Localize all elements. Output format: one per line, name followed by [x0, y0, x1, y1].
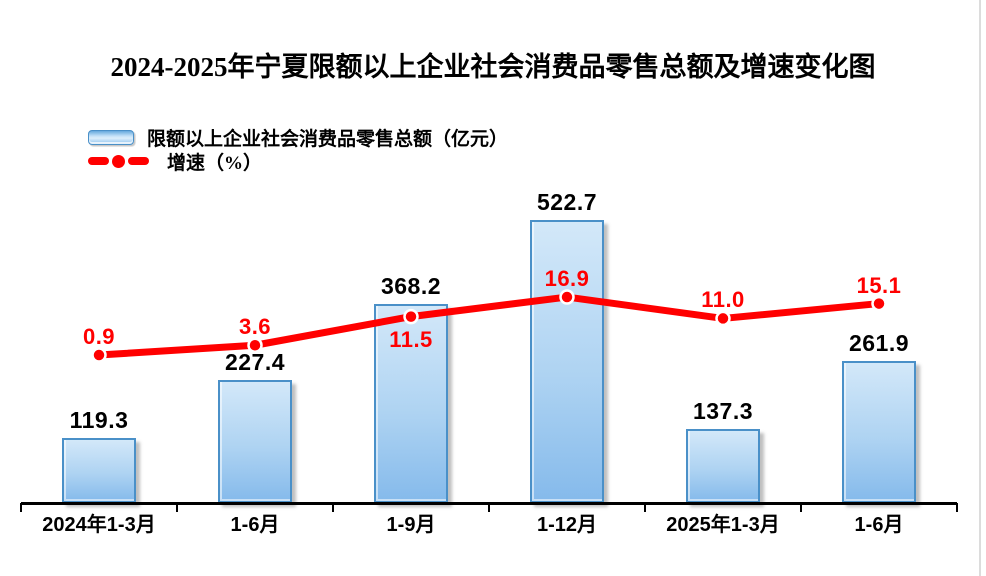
category-label: 2025年1-3月: [666, 514, 780, 536]
dash-icon: [88, 157, 109, 165]
category-label: 1-9月: [386, 514, 436, 536]
growth-value-label: 0.9: [82, 324, 116, 350]
bar-value-label: 261.9: [848, 330, 910, 356]
x-axis-tick: [20, 503, 22, 512]
growth-value-label: 11.5: [389, 326, 433, 352]
dash-icon: [128, 157, 149, 165]
bar-value-label: 119.3: [69, 407, 129, 433]
bar-value-label: 368.2: [380, 273, 442, 299]
right-edge-line: [979, 0, 981, 576]
x-axis-tick: [488, 503, 490, 512]
bar-value-label: 227.4: [224, 349, 286, 375]
growth-value-label: 16.9: [544, 266, 590, 292]
category-label: 1-6月: [854, 514, 904, 536]
growth-value-label: 15.1: [856, 272, 902, 298]
category-label: 1-6月: [230, 514, 280, 536]
x-axis-tick: [956, 503, 958, 512]
x-axis-tick: [800, 503, 802, 512]
bar-value-label: 522.7: [536, 189, 598, 215]
category-label: 1-12月: [536, 514, 598, 536]
legend-item-bar: 限额以上企业社会消费品零售总额（亿元）: [88, 127, 508, 150]
category-label: 2024年1-3月: [42, 514, 156, 536]
growth-marker: [91, 347, 107, 363]
bar-3: [530, 220, 604, 503]
growth-value-label: 3.6: [238, 314, 272, 340]
x-axis-tick: [176, 503, 178, 512]
bar-series-swatch-icon: [88, 129, 134, 145]
x-axis-tick: [644, 503, 646, 512]
line-series-swatch-icon: [88, 154, 154, 168]
bar-1: [218, 380, 292, 503]
chart-title: 2024-2025年宁夏限额以上企业社会消费品零售总额及增速变化图: [110, 52, 876, 82]
bar-series-label: 限额以上企业社会消费品零售总额（亿元）: [147, 128, 509, 150]
growth-marker: [715, 310, 731, 327]
line-series-label: 增速（%）: [167, 152, 263, 174]
bar-5: [842, 361, 916, 503]
legend: 限额以上企业社会消费品零售总额（亿元） 增速（%）: [88, 127, 508, 174]
bar-value-label: 137.3: [692, 398, 754, 424]
growth-value-label: 11.0: [701, 287, 745, 313]
dot-icon: [112, 154, 125, 168]
legend-item-line: 增速（%）: [88, 151, 508, 174]
bar-0: [62, 438, 136, 503]
bar-4: [686, 429, 760, 503]
x-axis-tick: [332, 503, 334, 512]
growth-marker: [871, 295, 887, 312]
